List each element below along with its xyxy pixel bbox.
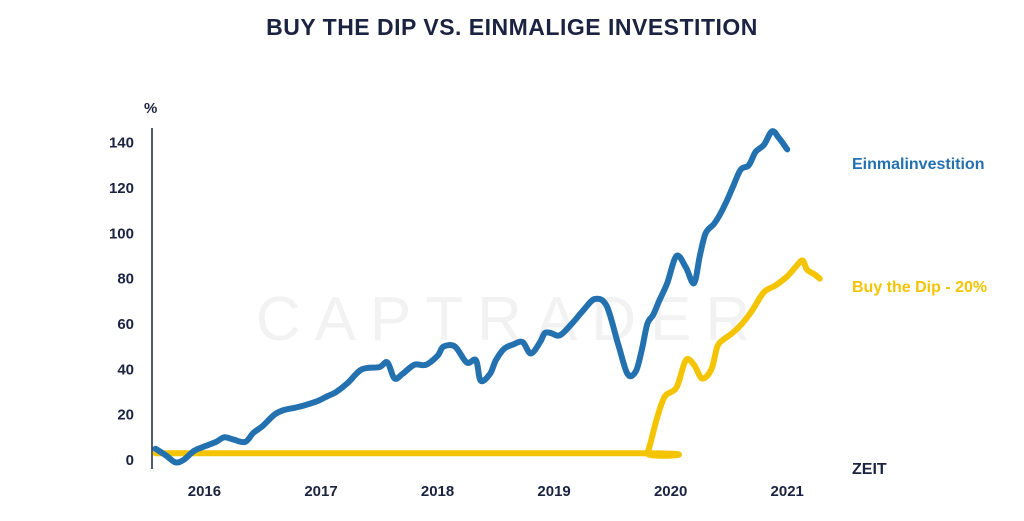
y-tick-label: 20 <box>117 407 134 424</box>
x-tick-label: 2016 <box>188 483 221 500</box>
series-lines <box>152 128 823 466</box>
y-tick-label: 0 <box>126 452 134 469</box>
y-tick-label: 140 <box>109 135 134 152</box>
x-tick-label: 2021 <box>771 483 804 500</box>
x-tick-labels: 2016 2017 2018 2019 2020 2021 <box>188 483 804 500</box>
x-tick-label: 2019 <box>537 483 570 500</box>
x-tick-label: 2017 <box>304 483 337 500</box>
series-label-buy-the-dip: Buy the Dip - 20% <box>852 279 987 296</box>
series-line-einmalinvestition <box>152 128 791 466</box>
x-tick-label: 2018 <box>421 483 454 500</box>
y-axis-unit-label: % <box>144 100 157 117</box>
series-label-einmalinvestition: Einmalinvestition <box>852 156 984 173</box>
x-axis-title: ZEIT <box>852 461 887 478</box>
y-tick-label: 60 <box>117 316 134 333</box>
x-tick-label: 2020 <box>654 483 687 500</box>
y-tick-label: 100 <box>109 225 134 242</box>
y-tick-label: 80 <box>117 271 134 288</box>
series-line-buy-the-dip <box>152 257 823 459</box>
watermark-text: CAPTRADER <box>256 285 764 354</box>
y-tick-label: 40 <box>117 361 134 378</box>
y-tick-labels: 0 20 40 60 80 100 120 140 <box>109 135 134 469</box>
y-tick-label: 120 <box>109 180 134 197</box>
chart-title: BUY THE DIP VS. EINMALIGE INVESTITION <box>266 14 758 40</box>
